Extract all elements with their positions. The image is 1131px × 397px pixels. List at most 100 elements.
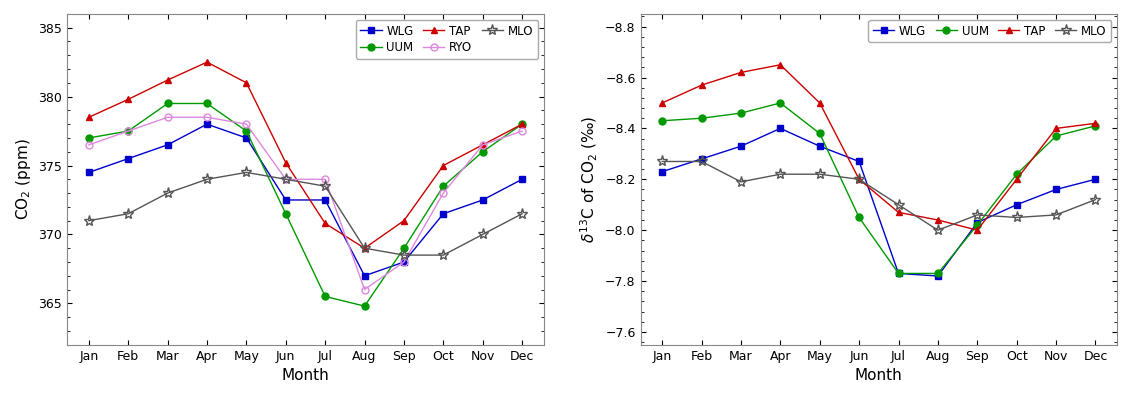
UUM: [279, 211, 293, 216]
TAP: [476, 143, 490, 147]
MLO: [357, 246, 371, 251]
WLG: [1050, 187, 1063, 192]
TAP: [891, 210, 905, 215]
X-axis label: Month: Month: [282, 368, 329, 383]
UUM: [1050, 134, 1063, 139]
WLG: [655, 169, 668, 174]
UUM: [813, 131, 827, 136]
WLG: [357, 274, 371, 278]
UUM: [83, 135, 96, 140]
Line: UUM: UUM: [85, 100, 526, 310]
TAP: [240, 81, 253, 85]
RYO: [437, 191, 450, 195]
UUM: [774, 100, 787, 105]
Line: WLG: WLG: [658, 125, 1099, 279]
UUM: [437, 184, 450, 189]
Line: WLG: WLG: [85, 121, 526, 279]
TAP: [694, 83, 708, 87]
RYO: [357, 287, 371, 292]
TAP: [161, 78, 174, 83]
MLO: [121, 211, 135, 216]
UUM: [476, 149, 490, 154]
Line: UUM: UUM: [658, 100, 1099, 277]
RYO: [240, 122, 253, 127]
RYO: [200, 115, 214, 119]
WLG: [516, 177, 529, 182]
MLO: [516, 211, 529, 216]
UUM: [891, 271, 905, 276]
TAP: [319, 221, 333, 226]
TAP: [1089, 121, 1103, 126]
MLO: [319, 184, 333, 189]
MLO: [279, 177, 293, 182]
WLG: [319, 198, 333, 202]
Y-axis label: $\delta^{13}$C of CO$_2$ (‰): $\delta^{13}$C of CO$_2$ (‰): [578, 116, 599, 243]
RYO: [279, 177, 293, 182]
MLO: [476, 232, 490, 237]
RYO: [516, 129, 529, 133]
UUM: [357, 304, 371, 308]
MLO: [891, 202, 905, 207]
WLG: [734, 144, 748, 148]
MLO: [161, 191, 174, 195]
WLG: [476, 198, 490, 202]
MLO: [437, 253, 450, 258]
MLO: [1010, 215, 1024, 220]
MLO: [200, 177, 214, 182]
TAP: [357, 246, 371, 251]
RYO: [476, 143, 490, 147]
UUM: [319, 294, 333, 299]
RYO: [319, 177, 333, 182]
RYO: [83, 143, 96, 147]
MLO: [397, 253, 411, 258]
WLG: [161, 143, 174, 147]
UUM: [200, 101, 214, 106]
UUM: [853, 215, 866, 220]
RYO: [161, 115, 174, 119]
UUM: [970, 223, 984, 227]
TAP: [121, 97, 135, 102]
MLO: [83, 218, 96, 223]
TAP: [813, 100, 827, 105]
MLO: [1089, 197, 1103, 202]
WLG: [694, 156, 708, 161]
TAP: [279, 160, 293, 165]
TAP: [655, 100, 668, 105]
TAP: [931, 218, 944, 222]
UUM: [161, 101, 174, 106]
WLG: [853, 159, 866, 164]
Line: TAP: TAP: [658, 61, 1099, 234]
WLG: [121, 156, 135, 161]
UUM: [240, 129, 253, 133]
Line: RYO: RYO: [85, 114, 526, 293]
UUM: [516, 122, 529, 127]
TAP: [734, 70, 748, 75]
MLO: [694, 159, 708, 164]
TAP: [1050, 126, 1063, 131]
TAP: [83, 115, 96, 119]
MLO: [734, 179, 748, 184]
Line: MLO: MLO: [84, 167, 528, 261]
WLG: [813, 144, 827, 148]
WLG: [1089, 177, 1103, 182]
WLG: [437, 211, 450, 216]
WLG: [891, 271, 905, 276]
Line: TAP: TAP: [85, 59, 526, 252]
X-axis label: Month: Month: [855, 368, 903, 383]
Y-axis label: CO$_2$ (ppm): CO$_2$ (ppm): [14, 139, 33, 220]
WLG: [397, 260, 411, 264]
UUM: [694, 116, 708, 121]
MLO: [655, 159, 668, 164]
Legend: WLG, UUM, TAP, RYO, MLO: WLG, UUM, TAP, RYO, MLO: [356, 20, 538, 59]
UUM: [1010, 172, 1024, 177]
RYO: [121, 129, 135, 133]
WLG: [200, 122, 214, 127]
TAP: [1010, 177, 1024, 182]
TAP: [774, 62, 787, 67]
UUM: [655, 118, 668, 123]
MLO: [970, 212, 984, 217]
MLO: [931, 228, 944, 233]
WLG: [931, 274, 944, 278]
MLO: [240, 170, 253, 175]
UUM: [734, 111, 748, 116]
